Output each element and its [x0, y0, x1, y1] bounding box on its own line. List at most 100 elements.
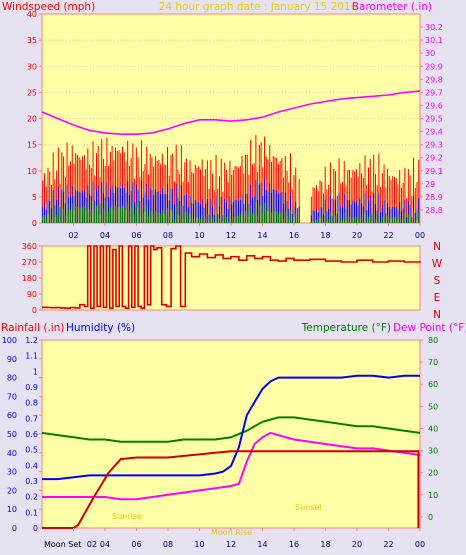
- time-tick-label: 14: [257, 540, 267, 549]
- temperature-tick-label: 30: [428, 447, 438, 456]
- time-tick-label: 08: [163, 540, 173, 549]
- dewpoint-axis-title: Dew Point (°F): [393, 322, 466, 334]
- dewpoint-line: [42, 431, 421, 501]
- time-tick-label: 00: [415, 231, 425, 240]
- temperature-tick-label: 0: [428, 513, 433, 522]
- time-tick-label: 18: [320, 231, 330, 240]
- rain-tick-label: 0.2: [25, 493, 38, 502]
- rain-tick-label: 0.4: [25, 461, 38, 470]
- graph-date-title: 24 hour graph date : January 15 2016: [159, 1, 358, 13]
- axes-group: 051015202530354028.828.92929.129.229.329…: [2, 10, 443, 549]
- weather-series-group: [41, 374, 421, 529]
- humidity-tick-label: 90: [7, 355, 17, 364]
- temperature-tick-label: 80: [428, 336, 438, 345]
- barometer-tick-label: 29.4: [425, 128, 443, 137]
- time-tick-label: 10: [194, 231, 204, 240]
- wind-tick-label: 40: [27, 10, 37, 19]
- temperature-line: [41, 416, 421, 443]
- time-tick-label: 16: [289, 540, 299, 549]
- direction-tick-label: 180: [22, 274, 37, 283]
- direction-tick-label: 360: [22, 242, 37, 251]
- barometer-tick-label: 30: [425, 49, 435, 58]
- dir-label-s: S: [434, 275, 441, 287]
- wind-tick-label: 25: [27, 88, 37, 97]
- rain-tick-label: 1: [33, 367, 38, 376]
- time-tick-label: 04: [100, 231, 110, 240]
- moonrise-label: Moon Rise: [211, 528, 252, 537]
- barometer-axis-title: Barometer (.in): [352, 1, 432, 13]
- temperature-axis-title: Temperature (°F): [301, 322, 391, 334]
- time-tick-label: 00: [415, 540, 425, 549]
- time-tick-label: 04: [100, 540, 110, 549]
- rain-tick-label: 0.6: [25, 430, 38, 439]
- temperature-tick-label: 50: [428, 402, 438, 411]
- barometer-tick-label: 29.9: [425, 62, 443, 71]
- barometer-tick-label: 29.8: [425, 75, 443, 84]
- humidity-tick-label: 10: [7, 505, 17, 514]
- time-tick-label: 08: [163, 231, 173, 240]
- time-tick-label: 10: [194, 540, 204, 549]
- rain-tick-label: 1.1: [25, 352, 38, 361]
- barometer-tick-label: 30.1: [425, 36, 443, 45]
- barometer-tick-label: 29.2: [425, 154, 443, 163]
- temperature-tick-label: 20: [428, 469, 438, 478]
- rain-tick-label: 0.3: [25, 477, 38, 486]
- temperature-tick-label: 60: [428, 380, 438, 389]
- dir-label-w: W: [432, 258, 443, 270]
- humidity-axis-title: Humidity (%): [66, 322, 135, 334]
- time-tick-label: 20: [352, 540, 362, 549]
- barometer-tick-label: 29.3: [425, 141, 443, 150]
- barometer-tick-label: 29.7: [425, 88, 443, 97]
- rain-tick-label: 0.8: [25, 399, 38, 408]
- time-tick-label: 20: [352, 231, 362, 240]
- wind-tick-label: 20: [27, 115, 37, 124]
- time-tick-label: 02: [87, 540, 97, 549]
- wind-tick-label: 5: [32, 193, 37, 202]
- barometer-tick-label: 28.8: [425, 206, 443, 215]
- time-tick-label: 12: [226, 231, 236, 240]
- rain-tick-label: 0.5: [25, 446, 38, 455]
- wind-direction-line: [42, 245, 421, 309]
- moonset-label: Moon Set: [44, 540, 81, 549]
- dir-label-e: E: [434, 292, 441, 304]
- time-tick-label: 02: [68, 231, 78, 240]
- humidity-tick-label: 40: [7, 449, 17, 458]
- barometer-tick-label: 29: [425, 180, 435, 189]
- direction-tick-label: 90: [27, 290, 37, 299]
- wind-series-group: [41, 39, 421, 223]
- humidity-tick-label: 0: [12, 524, 17, 533]
- sunrise-label: Sunrise: [112, 512, 142, 521]
- humidity-tick-label: 30: [7, 468, 17, 477]
- humidity-tick-label: 50: [7, 430, 17, 439]
- temperature-tick-label: 10: [428, 491, 438, 500]
- rain-tick-label: 0.1: [25, 508, 38, 517]
- rain-tick-label: 1.2: [25, 336, 38, 345]
- time-tick-label: 12: [226, 540, 236, 549]
- barometer-tick-label: 29.6: [425, 101, 443, 110]
- time-tick-label: 16: [289, 231, 299, 240]
- weather-plot-area: [41, 339, 421, 529]
- barometer-tick-label: 30.2: [425, 23, 443, 32]
- barometer-line: [41, 90, 421, 135]
- time-tick-label: 22: [383, 231, 393, 240]
- sunset-label: Sunset: [295, 503, 322, 512]
- barometer-tick-label: 29.1: [425, 167, 443, 176]
- direction-tick-label: 270: [22, 258, 37, 267]
- rainfall-line: [42, 450, 420, 529]
- wind-tick-label: 30: [27, 62, 37, 71]
- humidity-tick-label: 20: [7, 486, 17, 495]
- humidity-tick-label: 100: [2, 336, 17, 345]
- time-tick-label: 06: [131, 231, 141, 240]
- time-tick-label: 22: [383, 540, 393, 549]
- wind-tick-label: 0: [32, 219, 37, 228]
- rain-tick-label: 0.7: [25, 414, 38, 423]
- temperature-tick-label: 40: [428, 424, 438, 433]
- rain-tick-label: 0: [33, 524, 38, 533]
- direction-series-group: [42, 245, 421, 309]
- time-tick-label: 14: [257, 231, 267, 240]
- direction-plot-area: [41, 245, 421, 311]
- temperature-tick-label: 70: [428, 358, 438, 367]
- dir-label-n-bottom: N: [433, 309, 441, 321]
- rainfall-axis-title: Rainfall (.in): [1, 322, 64, 334]
- time-tick-label: 06: [131, 540, 141, 549]
